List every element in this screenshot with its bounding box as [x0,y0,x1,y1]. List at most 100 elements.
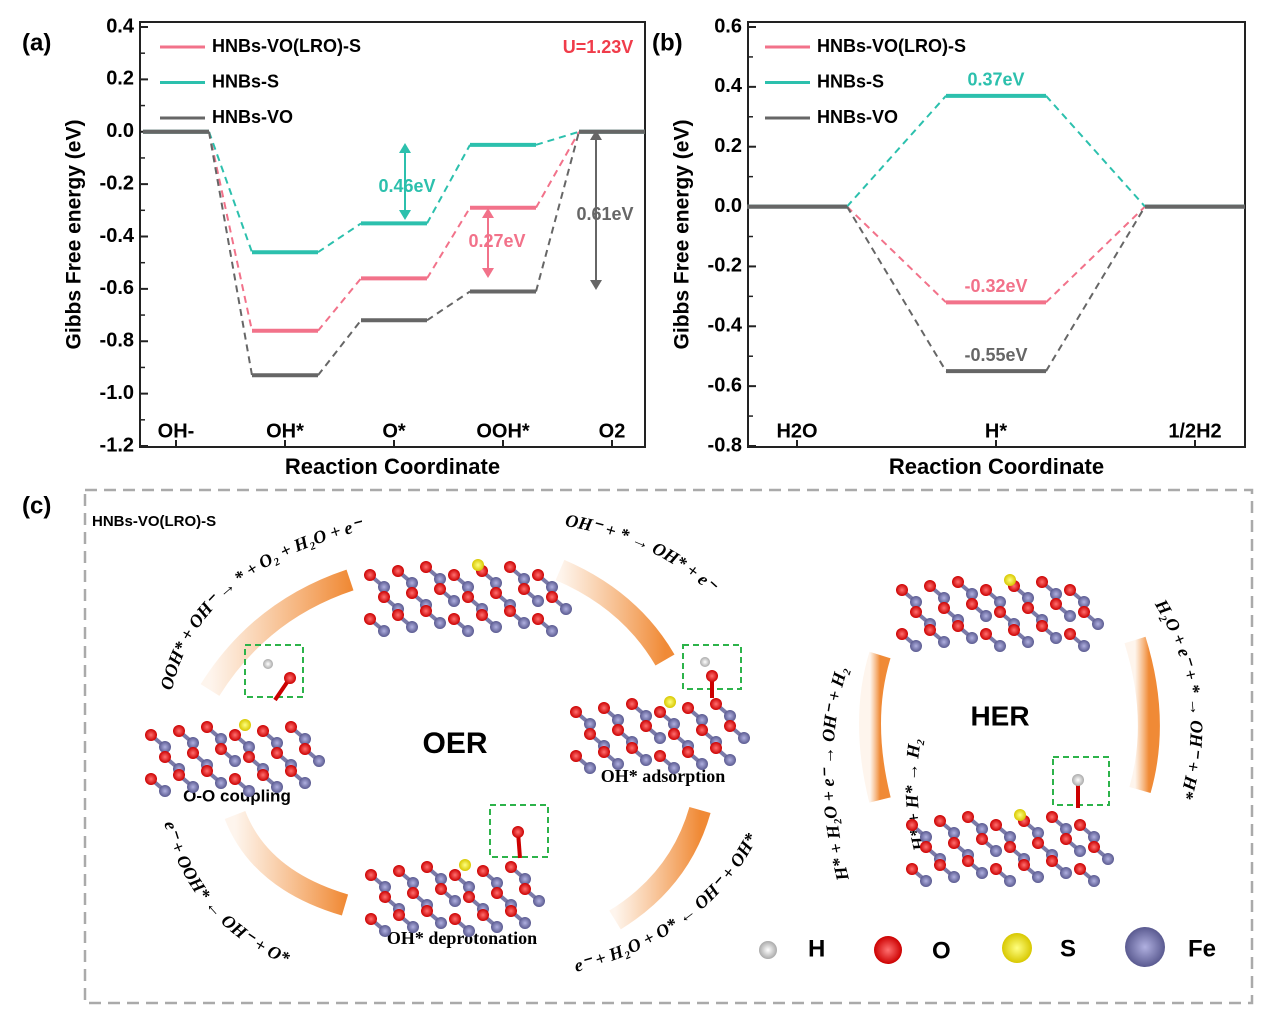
o-atom [994,606,1006,618]
frame [83,488,1254,1005]
fe-atom [532,595,544,607]
connector [846,205,947,304]
fe-atom [990,845,1002,857]
o-atom [584,728,596,740]
o-atom [532,613,544,625]
o-atom [626,698,638,710]
fe-atom [910,640,922,652]
connector [1045,95,1146,208]
o-atom [1046,855,1058,867]
fe-atom [696,714,708,726]
o-atom [378,591,390,603]
atom-label: O [932,937,951,964]
atom-s [1002,933,1032,963]
o-atom [612,724,624,736]
y-tick-label: -0.2 [100,172,134,194]
y-axis-label: Gibbs Free energy (eV) [63,120,86,350]
atom-legend: H O S Fe [759,927,1216,967]
o-atom [1018,859,1030,871]
o-atom [173,725,185,737]
fe-atom [1064,610,1076,622]
o-atom [962,811,974,823]
o-atom [449,869,461,881]
s-atom [1014,809,1026,821]
o-atom [920,841,932,853]
step-label: OH* adsorption [601,766,726,786]
connector [846,95,947,208]
fe-atom [738,732,750,744]
slab [365,859,545,937]
fe-atom [435,873,447,885]
reaction-text: OOH* + OH⁻ → * + O₂ + H₂O + e⁻ [156,514,366,692]
o-atom [1064,584,1076,596]
fe-atom [560,603,572,615]
fe-atom [215,733,227,745]
o-atom [365,869,377,881]
fe-atom [1088,875,1100,887]
fe-atom [696,758,708,770]
s-atom [459,859,471,871]
o-atom [724,720,736,732]
o-atom [682,702,694,714]
o-atom [448,569,460,581]
category-label: O2 [599,420,626,442]
o-atom [299,743,311,755]
fe-atom [920,875,932,887]
reaction: H* + H₂O + e⁻ → OH⁻ + H₂ [817,664,853,884]
o-atom [159,751,171,763]
legend-label: HNBs-VO [212,107,293,127]
y-tick-label: -0.6 [708,374,742,396]
o-atom [477,865,489,877]
site-box [244,644,304,698]
o-atom [504,561,516,573]
slab [570,696,750,774]
fe-atom [271,781,283,793]
fe-atom [584,718,596,730]
o-atom [990,819,1002,831]
fe-atom [976,823,988,835]
o-atom [924,624,936,636]
fe-atom [299,777,311,789]
o-atom [896,584,908,596]
fe-atom [1088,831,1100,843]
connector [208,131,253,376]
o-atom [570,706,582,718]
h-atom [1072,774,1084,786]
o-atom [654,750,666,762]
slab [906,809,1114,887]
o-atom [434,583,446,595]
o-atom [1064,628,1076,640]
fe-atom [518,617,530,629]
o-atom [1032,837,1044,849]
connector [535,130,580,146]
fe-atom [612,714,624,726]
o-atom [976,833,988,845]
fe-atom [668,762,680,774]
y-axis-label: Gibbs Free energy (eV) [671,120,694,350]
fe-atom [1022,636,1034,648]
o-atom [229,773,241,785]
o-atom [948,837,960,849]
oer-label: OER [422,727,487,760]
o-atom [1036,620,1048,632]
o-atom [449,913,461,925]
arrow [224,810,349,916]
s-atom [1004,574,1016,586]
category-label: H* [985,420,1007,442]
y-tick-label: 0.4 [106,15,135,37]
o-atom [173,769,185,781]
o-atom [598,746,610,758]
o-atom [407,887,419,899]
s-atom [664,696,676,708]
connector [1045,205,1146,304]
y-tick-label: -1.2 [100,434,134,456]
fe-atom [920,831,932,843]
fe-atom [187,737,199,749]
y-tick-label: -0.4 [708,315,743,337]
slab [364,559,572,637]
o-atom [406,587,418,599]
o-atom [505,861,517,873]
fe-atom [533,895,545,907]
o-atom [910,606,922,618]
